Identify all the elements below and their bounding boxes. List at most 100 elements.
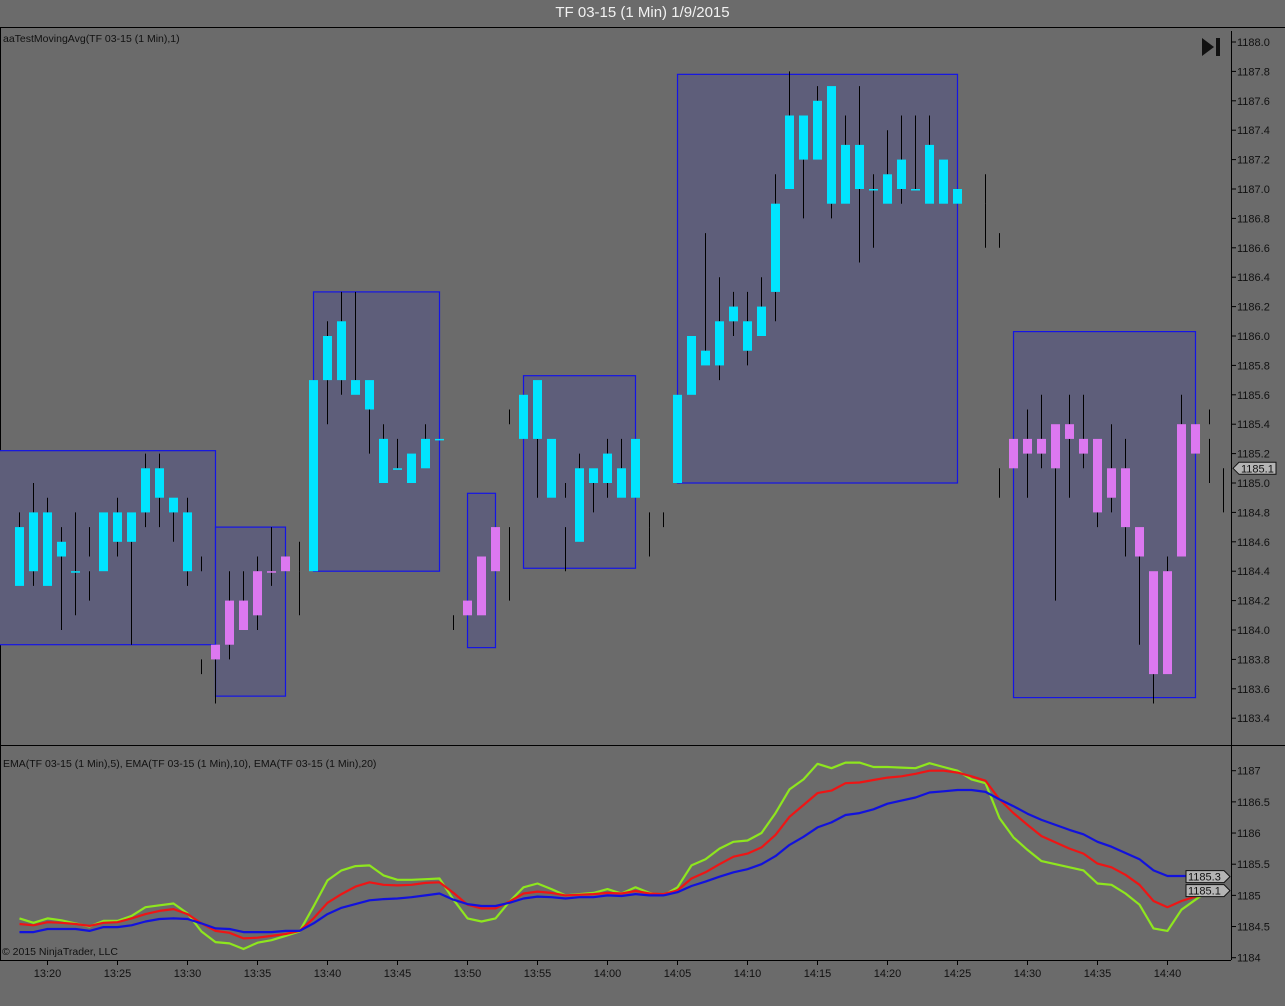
range-box[interactable]	[312, 291, 441, 572]
candlestick[interactable]	[141, 453, 150, 528]
candlestick[interactable]	[1149, 571, 1158, 704]
skip-to-end-icon[interactable]	[1202, 38, 1220, 56]
candlestick[interactable]	[57, 527, 66, 630]
candlestick[interactable]	[533, 380, 542, 498]
candlestick[interactable]	[939, 159, 948, 204]
candlestick[interactable]	[911, 115, 920, 191]
ema-axis[interactable]: 1187 1186.5 1186 1185.5 1185 1184.5 1184	[1231, 766, 1270, 965]
candlestick[interactable]	[239, 571, 248, 630]
candlestick[interactable]	[1037, 394, 1046, 469]
candle-body	[729, 306, 738, 322]
candle-body	[1079, 438, 1088, 454]
candlestick[interactable]	[309, 380, 318, 572]
candlestick[interactable]	[1177, 394, 1186, 557]
candlestick[interactable]	[29, 483, 38, 586]
candlestick[interactable]	[883, 130, 892, 204]
candlestick[interactable]	[211, 644, 220, 704]
price-tick-label: 1183.4	[1237, 713, 1270, 725]
candlestick[interactable]	[1065, 394, 1074, 498]
candlestick[interactable]	[631, 438, 640, 498]
candlestick[interactable]	[379, 424, 388, 483]
candlestick[interactable]	[1023, 409, 1032, 498]
candlestick[interactable]	[743, 291, 752, 366]
candlestick[interactable]	[785, 71, 794, 189]
time-axis[interactable]: 13:20 13:25 13:30 13:35 13:40 13:45 13:50 13:55…	[34, 960, 1182, 980]
price-tick-label: 1187.8	[1237, 66, 1270, 78]
candlestick[interactable]	[799, 115, 808, 219]
ema5-10-value-marker: 1185.1	[1185, 884, 1231, 898]
candlestick[interactable]	[281, 556, 290, 572]
candle-body	[393, 468, 402, 470]
candlestick[interactable]	[673, 394, 682, 483]
candlestick[interactable]	[491, 527, 500, 572]
candlestick[interactable]	[435, 438, 444, 441]
price-tick-label: 1185.4	[1237, 419, 1270, 431]
candlestick[interactable]	[225, 571, 234, 660]
candlestick[interactable]	[925, 115, 934, 204]
candlestick[interactable]	[757, 277, 766, 336]
candlestick[interactable]	[15, 512, 24, 586]
candlestick[interactable]	[421, 424, 430, 469]
candlestick[interactable]	[855, 86, 864, 263]
candle-body	[1191, 424, 1200, 454]
candlestick[interactable]	[407, 453, 416, 483]
candlestick[interactable]	[253, 556, 262, 631]
candlestick[interactable]	[715, 277, 724, 381]
candlestick[interactable]	[701, 233, 710, 366]
candlestick[interactable]	[603, 438, 612, 498]
candle-body	[351, 380, 360, 395]
price-tick-label: 1186.6	[1237, 243, 1270, 255]
candlestick[interactable]	[1121, 438, 1130, 557]
candle-body	[519, 394, 528, 439]
candlestick[interactable]	[953, 189, 962, 204]
candlestick[interactable]	[155, 453, 164, 528]
candlestick[interactable]	[99, 512, 108, 572]
time-tick-label: 14:15	[804, 968, 832, 980]
candlestick[interactable]	[771, 174, 780, 322]
candlestick[interactable]	[43, 497, 52, 586]
candlestick[interactable]	[547, 438, 556, 498]
candlestick[interactable]	[1079, 394, 1088, 469]
candlestick[interactable]	[1051, 424, 1060, 601]
candlestick[interactable]	[1009, 438, 1018, 469]
candlestick[interactable]	[519, 394, 528, 439]
candlestick[interactable]	[323, 321, 332, 425]
candlestick[interactable]	[1135, 527, 1144, 645]
price-axis[interactable]: 1188.0 1187.8 1187.6 1187.4 1187.2 1187.0 1186…	[1231, 37, 1270, 725]
candlestick[interactable]	[687, 336, 696, 395]
candlestick[interactable]	[869, 174, 878, 248]
price-markers: 1185.1 1185.3 1185.1	[1185, 461, 1277, 898]
candlestick[interactable]	[463, 600, 472, 616]
candlestick[interactable]	[827, 86, 836, 219]
candlestick[interactable]	[813, 86, 822, 160]
candlestick[interactable]	[337, 291, 346, 395]
price-tick-label: 1185.2	[1237, 449, 1270, 461]
candlestick[interactable]	[617, 438, 626, 498]
candlestick[interactable]	[1163, 556, 1172, 675]
candlestick[interactable]	[729, 291, 738, 336]
candlestick[interactable]	[169, 497, 178, 542]
candlestick[interactable]	[183, 497, 192, 586]
candlestick[interactable]	[365, 380, 374, 454]
candlestick[interactable]	[477, 556, 486, 616]
time-tick-label: 13:45	[384, 968, 412, 980]
candlestick[interactable]	[351, 291, 360, 395]
candlestick[interactable]	[113, 497, 122, 557]
price-tick-label: 1186.4	[1237, 272, 1270, 284]
candlestick[interactable]	[1107, 424, 1116, 513]
candlestick[interactable]	[127, 512, 136, 645]
candlestick[interactable]	[71, 512, 80, 616]
candlestick[interactable]	[589, 468, 598, 513]
candle-body	[603, 453, 612, 483]
candlestick[interactable]	[393, 438, 402, 470]
candlestick[interactable]	[1093, 438, 1102, 528]
candlestick[interactable]	[1191, 424, 1200, 454]
candlestick[interactable]	[575, 453, 584, 542]
candle-body	[631, 438, 640, 498]
candle-body	[953, 189, 962, 204]
candlestick[interactable]	[267, 527, 276, 586]
candlestick[interactable]	[897, 115, 906, 204]
candlestick[interactable]	[841, 115, 850, 204]
time-tick-label: 13:50	[454, 968, 482, 980]
candle-body	[43, 512, 52, 586]
